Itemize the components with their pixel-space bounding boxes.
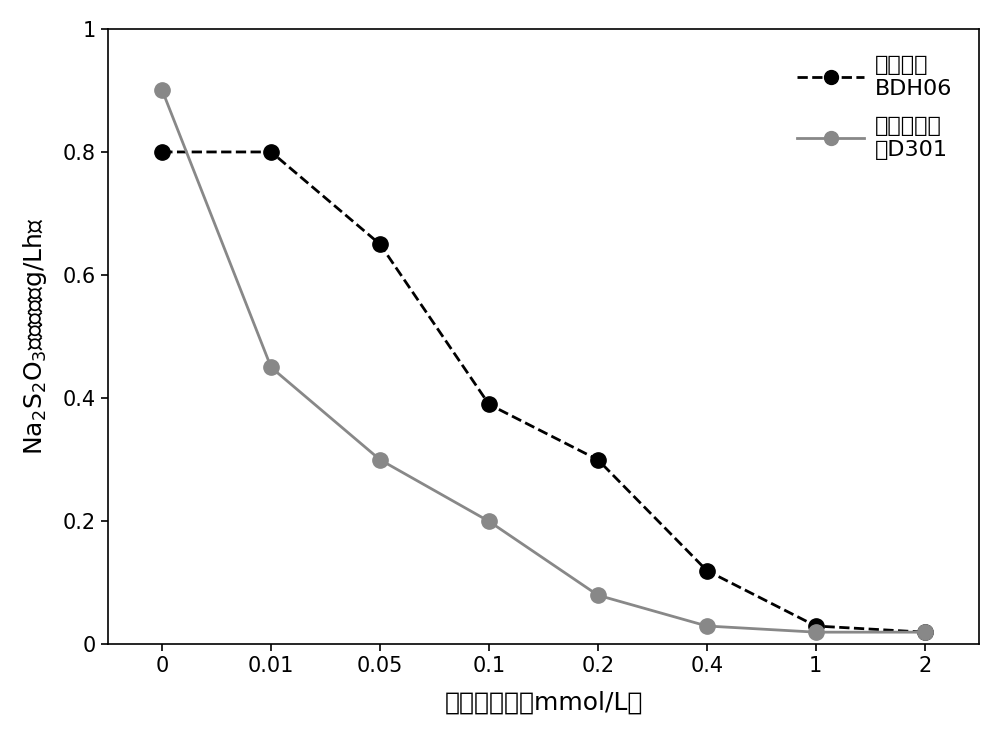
Y-axis label: Na$_2$S$_2$O$_3$利用速率（g/Lh）: Na$_2$S$_2$O$_3$利用速率（g/Lh）	[21, 218, 49, 456]
Legend: 硫硨杆菌
BDH06, 多能硫硨弧
菌D301: 硫硨杆菌 BDH06, 多能硫硨弧 菌D301	[788, 46, 961, 168]
X-axis label: 甲硫醇浓度（mmol/L）: 甲硫醇浓度（mmol/L）	[444, 690, 643, 714]
